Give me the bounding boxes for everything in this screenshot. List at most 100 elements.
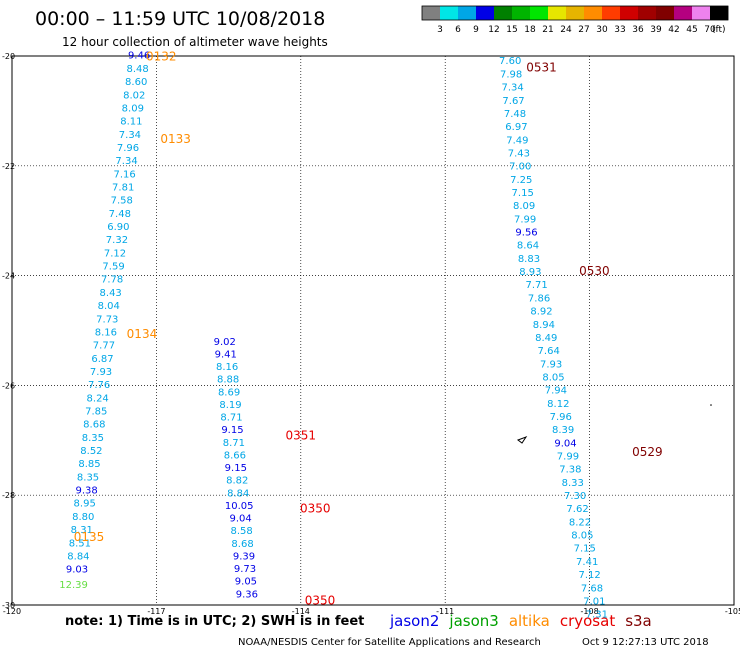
wave-height-label: 7.96: [117, 143, 139, 154]
pass-time-label: 0350: [300, 502, 331, 516]
wave-height-label: 7.12: [578, 570, 600, 581]
wave-height-label: 7.25: [510, 175, 532, 186]
wave-height-label: 8.64: [517, 241, 539, 252]
x-tick-label: -105: [725, 607, 740, 616]
legend-entry: cryosat: [560, 612, 615, 630]
wave-height-label: 8.12: [547, 399, 569, 410]
pass-time-label: 0351: [286, 429, 317, 443]
plot-grid: [12, 56, 734, 605]
wave-height-label: 9.15: [221, 425, 243, 436]
wave-height-label: 9.15: [225, 463, 247, 474]
wave-height-label: 9.39: [233, 551, 255, 562]
wave-height-label: 7.99: [557, 452, 579, 463]
wave-height-label: 7.31: [586, 610, 608, 621]
wave-height-label: 8.95: [74, 499, 96, 510]
legend-entry: s3a: [625, 612, 652, 630]
colorbar-tick-label: 24: [560, 25, 572, 35]
wave-height-label: 7.49: [506, 135, 528, 146]
wave-height-label: 8.05: [571, 531, 593, 542]
wave-height-label: 10.05: [225, 501, 254, 512]
wave-height-label: 8.33: [562, 478, 584, 489]
wave-height-label: 8.85: [78, 459, 100, 470]
wave-height-label: 8.43: [100, 288, 122, 299]
pass-time-label: 0134: [127, 327, 158, 341]
wave-height-label: 7.34: [115, 156, 137, 167]
time-labels-layer: 0132 0133 0134 0135 0351 0350 0350 0531 0530 0529: [74, 50, 663, 608]
wave-height-label: 8.94: [533, 320, 555, 331]
wave-height-label: 8.69: [218, 387, 240, 398]
colorbar-swatch: [656, 6, 675, 20]
wave-height-label: 8.83: [518, 254, 540, 265]
axis-ticks: -120 -117 -114 -111 -108 -105 -20 -22 -24 -26 -28 -…: [2, 52, 740, 616]
wave-height-label: 7.76: [88, 380, 110, 391]
wave-height-label: 7.34: [119, 130, 141, 141]
wave-height-label: 7.16: [113, 169, 135, 180]
wave-height-label: 8.66: [224, 450, 246, 461]
y-tick-label: -30: [2, 601, 15, 610]
y-tick-label: -24: [2, 272, 15, 281]
wave-height-label: 7.71: [526, 280, 548, 291]
wave-height-label: 8.84: [67, 551, 89, 562]
y-tick-label: -28: [2, 491, 15, 500]
legend-entry: altika: [509, 612, 550, 630]
wave-height-label: 7.38: [559, 465, 581, 476]
wave-height-label: 6.97: [505, 122, 527, 133]
pass-time-label: 0530: [579, 264, 610, 278]
plot-frame: [11, 55, 735, 606]
x-tick-label: -108: [581, 607, 599, 616]
colorbar-unit: (ft): [712, 25, 726, 35]
colorbar-tick-label: 36: [632, 25, 644, 35]
colorbar-tick-label: 3: [437, 25, 443, 35]
colorbar-swatch: [602, 6, 621, 20]
colorbar-swatch: [674, 6, 693, 20]
colorbar-swatch: [512, 6, 531, 20]
wave-height-label: 7.67: [502, 96, 524, 107]
wave-height-label: 7.93: [90, 367, 112, 378]
colorbar-tick-label: 45: [686, 25, 697, 35]
colorbar-swatch: [710, 6, 729, 20]
wave-height-label: 8.68: [231, 539, 253, 550]
wave-height-label: 9.36: [236, 589, 258, 600]
satellite-legend: jason2 jason3 altika cryosat s3a: [389, 612, 652, 630]
colorbar-swatch: [476, 6, 495, 20]
footer-note: note: 1) Time is in UTC; 2) SWH is in fe…: [65, 614, 364, 629]
colorbar-tick-label: 21: [542, 25, 553, 35]
data-labels-layer: 9.46 8.48 8.60 8.02 8.09 8.11 7.34 7.96 7.34 7.16…: [59, 51, 608, 621]
colorbar-swatch: [494, 6, 513, 20]
wave-height-label: 8.09: [513, 201, 535, 212]
wave-height-label: 7.48: [109, 209, 131, 220]
wave-height-label: 7.96: [550, 412, 572, 423]
wave-height-label: 8.60: [125, 77, 147, 88]
color-scale-bar: 3 6 9 12 15 18 21 24 27 30 33 36 39 42 45 70: [421, 5, 729, 35]
wave-height-label: 8.16: [216, 362, 238, 373]
wave-height-label: 8.48: [126, 64, 148, 75]
wave-height-label: 8.39: [552, 425, 574, 436]
colorbar-tick-label: 12: [488, 25, 499, 35]
wave-height-label: 8.35: [77, 472, 99, 483]
wave-height-label: 9.56: [515, 228, 537, 239]
wave-height-label: 8.19: [219, 400, 241, 411]
colorbar-tick-label: 33: [614, 25, 625, 35]
wave-height-label: 8.82: [226, 476, 248, 487]
pass-time-label: 0350: [305, 593, 336, 607]
wave-height-label: 7.99: [514, 214, 536, 225]
colorbar-swatch: [458, 6, 477, 20]
y-tick-label: -22: [2, 162, 15, 171]
wave-height-label: 7.41: [576, 557, 598, 568]
wave-height-label: 9.46: [128, 51, 150, 62]
legend-entry: jason3: [448, 612, 498, 630]
legend-entry: jason2: [389, 612, 439, 630]
pass-time-label: 0132: [146, 50, 177, 64]
wave-height-label: 7.85: [85, 406, 107, 417]
x-tick-label: -114: [292, 607, 310, 616]
wave-height-label: 9.38: [75, 486, 97, 497]
wave-height-label: 7.73: [96, 314, 118, 325]
wave-height-label: 8.31: [71, 525, 93, 536]
pass-time-label: 0529: [632, 445, 663, 459]
wave-height-label: 8.22: [569, 517, 591, 528]
wave-height-label: 7.68: [581, 583, 603, 594]
wave-height-label: 8.71: [220, 413, 242, 424]
wave-height-label: 8.02: [123, 90, 145, 101]
wave-height-label: 7.60: [499, 56, 521, 67]
colorbar-tick-label: 15: [506, 25, 517, 35]
